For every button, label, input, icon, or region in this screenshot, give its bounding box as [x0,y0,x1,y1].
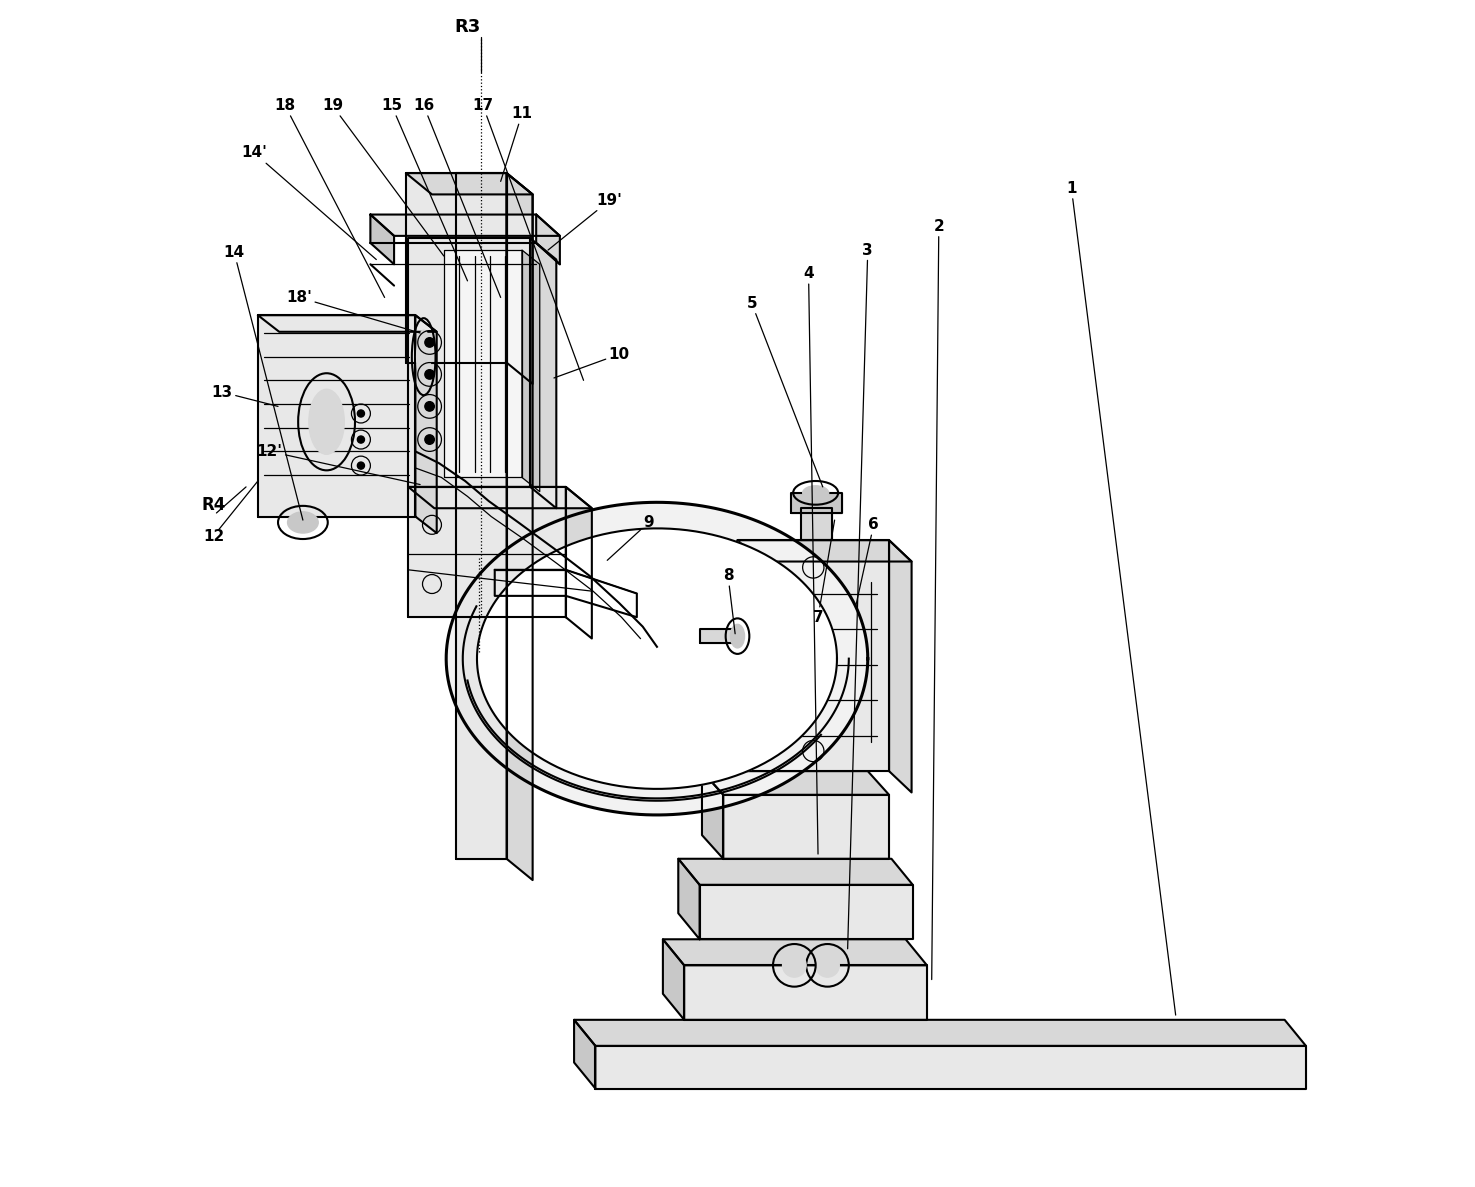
Polygon shape [678,858,913,884]
Polygon shape [444,250,522,477]
Polygon shape [494,570,637,617]
Circle shape [357,436,364,443]
Text: 2: 2 [932,218,944,979]
Text: 5: 5 [746,296,823,487]
Polygon shape [409,239,530,487]
Polygon shape [476,528,836,789]
Polygon shape [258,316,416,516]
Text: 18: 18 [274,99,385,298]
Polygon shape [662,939,926,965]
Text: 13: 13 [212,385,277,406]
Polygon shape [370,215,394,265]
Text: 11: 11 [500,107,532,182]
Polygon shape [889,540,912,793]
Circle shape [357,410,364,417]
Text: 6: 6 [855,518,879,605]
Polygon shape [370,215,560,236]
Polygon shape [662,939,684,1020]
Text: 12': 12' [257,444,420,484]
Polygon shape [738,540,912,561]
Polygon shape [723,795,889,858]
Polygon shape [456,173,506,858]
Polygon shape [702,772,889,795]
Polygon shape [258,316,437,332]
Text: 18': 18' [286,290,420,334]
Circle shape [425,338,434,347]
Text: 15: 15 [381,99,468,281]
Polygon shape [684,965,926,1020]
Text: 12: 12 [204,529,224,544]
Text: 17: 17 [472,99,584,380]
Circle shape [425,434,434,444]
Ellipse shape [730,624,745,648]
Circle shape [816,953,839,977]
Text: 14: 14 [224,245,302,520]
Polygon shape [566,487,591,639]
Polygon shape [596,1046,1305,1088]
Polygon shape [678,858,699,939]
Text: 4: 4 [804,266,819,853]
Polygon shape [416,316,437,533]
Text: 16: 16 [413,99,500,298]
Text: 9: 9 [608,515,653,560]
Circle shape [425,369,434,379]
Circle shape [783,953,807,977]
Ellipse shape [288,512,319,533]
Text: 3: 3 [848,242,873,948]
Ellipse shape [416,330,431,383]
Polygon shape [574,1020,1305,1046]
Polygon shape [506,173,532,880]
Polygon shape [574,1020,596,1088]
Ellipse shape [802,485,829,500]
Text: 19: 19 [322,99,444,256]
Circle shape [357,462,364,469]
Text: 19': 19' [549,192,622,250]
Polygon shape [738,540,889,772]
Circle shape [425,401,434,411]
Polygon shape [406,173,532,195]
Polygon shape [537,215,560,265]
Text: 1: 1 [1066,180,1176,1015]
Polygon shape [522,250,540,491]
Polygon shape [801,508,832,540]
Ellipse shape [308,389,344,455]
Text: 7: 7 [813,520,835,624]
Text: 14': 14' [242,146,376,260]
Text: R3: R3 [454,19,481,37]
Polygon shape [447,502,867,815]
Polygon shape [506,173,532,383]
Text: 10: 10 [555,347,630,377]
Polygon shape [406,173,506,362]
Polygon shape [699,884,913,939]
Text: R4: R4 [202,496,226,514]
Polygon shape [791,493,842,513]
Polygon shape [409,487,566,617]
Polygon shape [699,629,738,643]
Text: 8: 8 [723,569,735,634]
Polygon shape [530,239,556,508]
Polygon shape [702,772,723,858]
Polygon shape [409,487,591,508]
